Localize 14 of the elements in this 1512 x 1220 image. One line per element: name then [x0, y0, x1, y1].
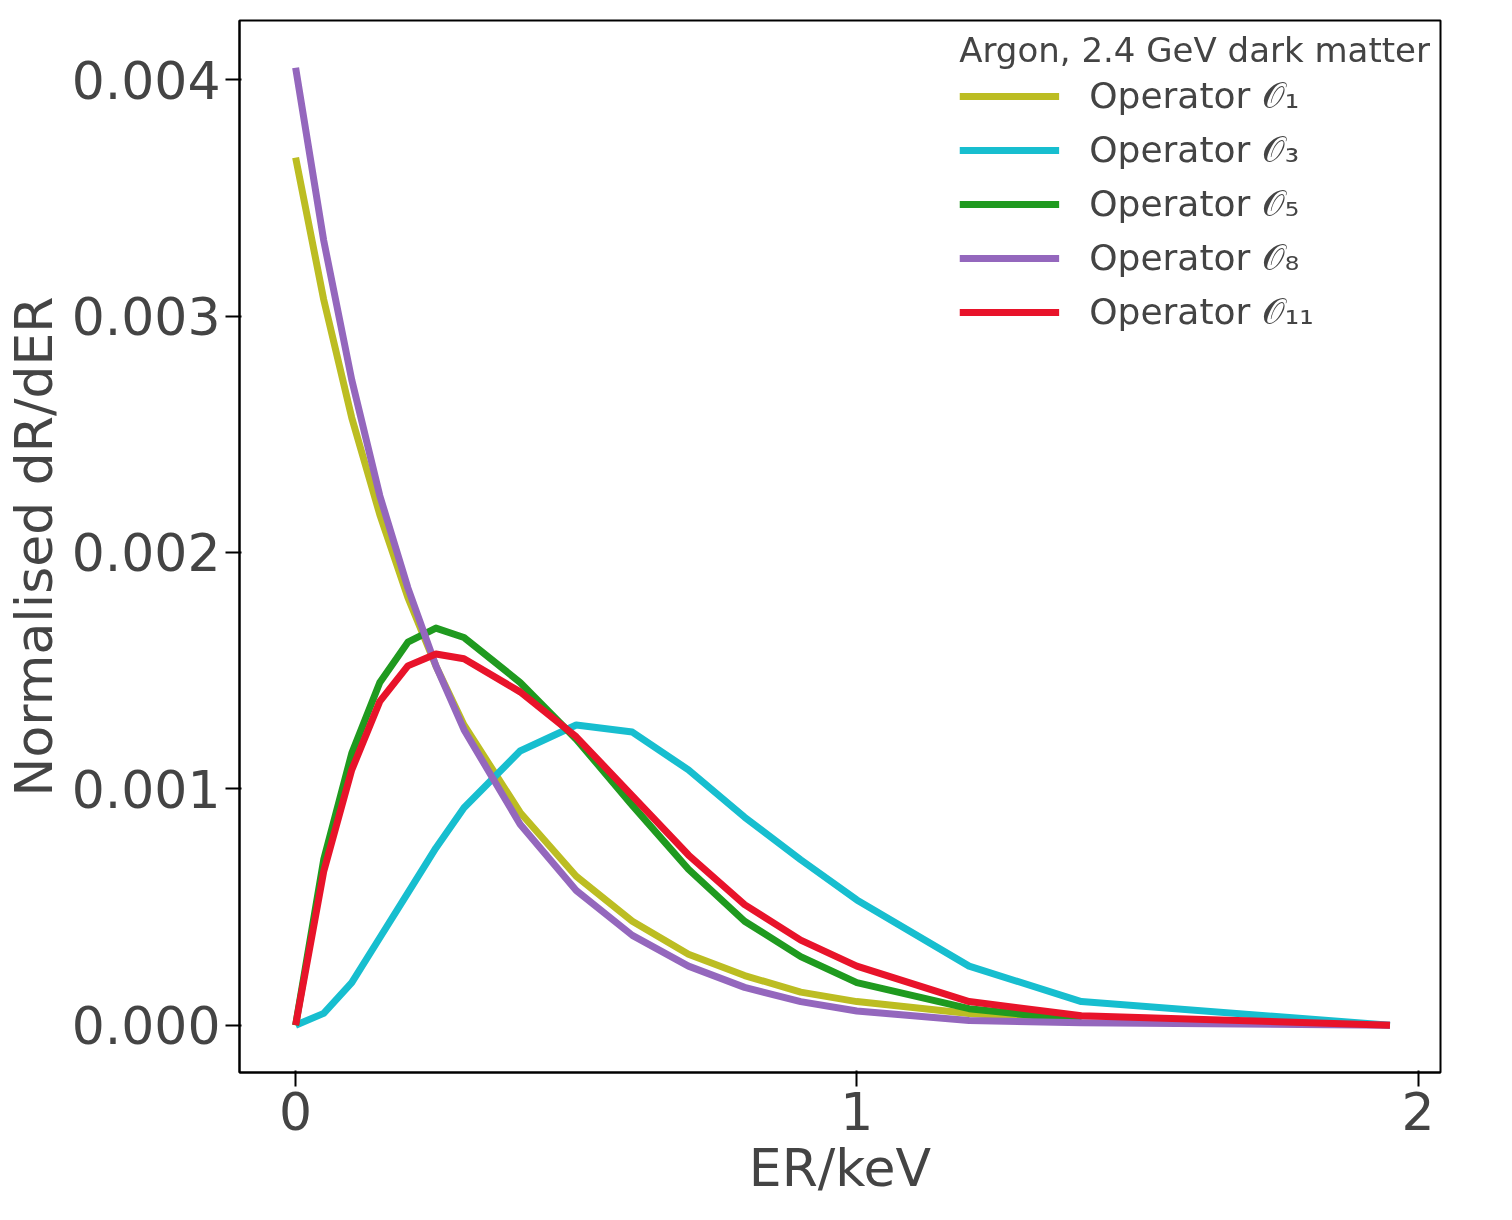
legend-label: Operator 𝒪₅ — [1089, 183, 1300, 225]
y-tick-label: 0.002 — [71, 523, 221, 584]
y-axis-title: Normalised dR/dER — [3, 296, 64, 797]
legend-label: Operator 𝒪₁ — [1089, 75, 1300, 117]
x-tick-label: 2 — [1401, 1081, 1435, 1142]
legend-label: Operator 𝒪₈ — [1089, 237, 1300, 279]
y-tick-label: 0.001 — [71, 759, 221, 820]
legend-label: Operator 𝒪₁₁ — [1089, 291, 1314, 333]
y-tick-label: 0.003 — [71, 287, 221, 348]
y-tick-label: 0.000 — [71, 996, 221, 1057]
legend-label: Operator 𝒪₃ — [1089, 129, 1300, 171]
legend-title: Argon, 2.4 GeV dark matter — [959, 30, 1430, 70]
x-tick-label: 0 — [279, 1081, 313, 1142]
y-tick-label: 0.004 — [71, 50, 221, 111]
